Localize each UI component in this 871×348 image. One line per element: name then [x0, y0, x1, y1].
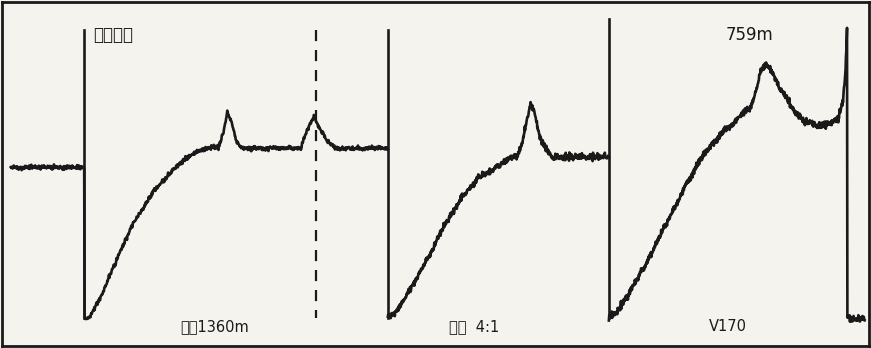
Text: 脉冲电流: 脉冲电流 [93, 26, 133, 44]
Text: 范围1360m: 范围1360m [179, 319, 248, 334]
Text: 759m: 759m [726, 26, 773, 44]
Text: V170: V170 [708, 319, 746, 334]
Text: 比例  4:1: 比例 4:1 [449, 319, 499, 334]
